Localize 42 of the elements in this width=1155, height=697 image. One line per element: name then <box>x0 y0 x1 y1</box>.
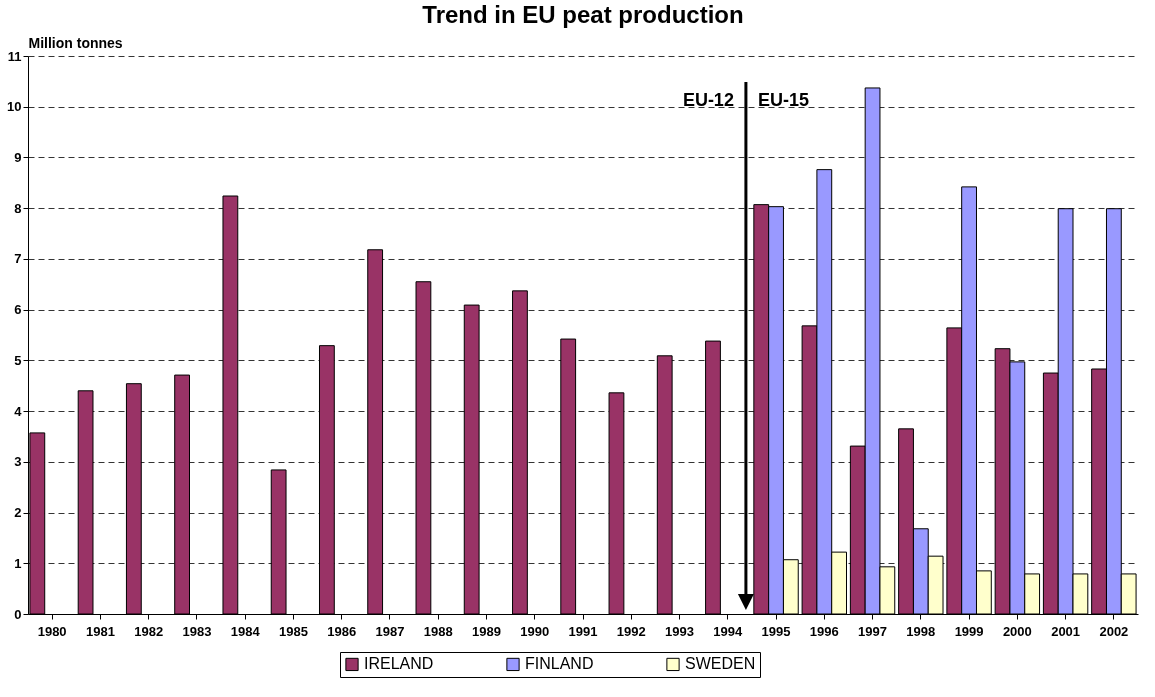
x-tick-label: 1996 <box>809 623 839 639</box>
x-tick-label: 1997 <box>858 623 888 639</box>
x-tick-label: 1980 <box>37 623 67 639</box>
x-tick-label: 1985 <box>278 623 308 639</box>
annotation: EU-15 <box>757 90 809 110</box>
x-tick-label: 1999 <box>954 623 984 639</box>
x-tick-label: 1989 <box>472 623 501 639</box>
y-tick-label: 10 <box>7 99 22 115</box>
x-tick-label: 1991 <box>568 623 598 639</box>
legend-label: FINLAND <box>525 655 594 673</box>
x-tick-label: 1987 <box>375 623 405 639</box>
legend-label: IRELAND <box>364 655 434 673</box>
y-tick-label: 8 <box>14 200 22 216</box>
x-tick-label: 2002 <box>1099 623 1129 639</box>
x-tick-label: 1983 <box>182 623 212 639</box>
y-tick-label: 1 <box>14 555 22 571</box>
x-tick-label: 1998 <box>906 623 936 639</box>
x-tick-label: 1988 <box>423 623 453 639</box>
x-tick-label: 1994 <box>713 623 744 639</box>
x-tick-label: 1995 <box>761 623 791 639</box>
y-axis-title: Million tonnes <box>28 34 123 51</box>
y-tick-label: 4 <box>14 403 23 419</box>
y-tick-label: 7 <box>14 251 22 267</box>
y-tick-label: 9 <box>14 149 22 165</box>
x-tick-label: 1992 <box>616 623 646 639</box>
x-tick-label: 2000 <box>1002 623 1032 639</box>
legend-label: SWEDEN <box>685 655 756 673</box>
x-tick-label: 1993 <box>665 623 694 639</box>
x-tick-label: 1990 <box>520 623 550 639</box>
x-tick-label: 1981 <box>85 623 115 639</box>
annotation: EU-12 <box>682 90 734 110</box>
x-tick-label: 1986 <box>327 623 357 639</box>
x-tick-label: 2001 <box>1051 623 1081 639</box>
y-tick-label: 5 <box>14 352 22 368</box>
y-tick-label: 0 <box>14 606 22 622</box>
x-tick-label: 1982 <box>134 623 164 639</box>
y-tick-label: 2 <box>14 505 22 521</box>
y-tick-label: 6 <box>14 302 22 318</box>
chart-title: Trend in EU peat production <box>422 1 744 28</box>
x-tick-label: 1984 <box>230 623 261 639</box>
y-tick-label: 11 <box>7 48 22 64</box>
y-tick-label: 3 <box>14 454 22 470</box>
